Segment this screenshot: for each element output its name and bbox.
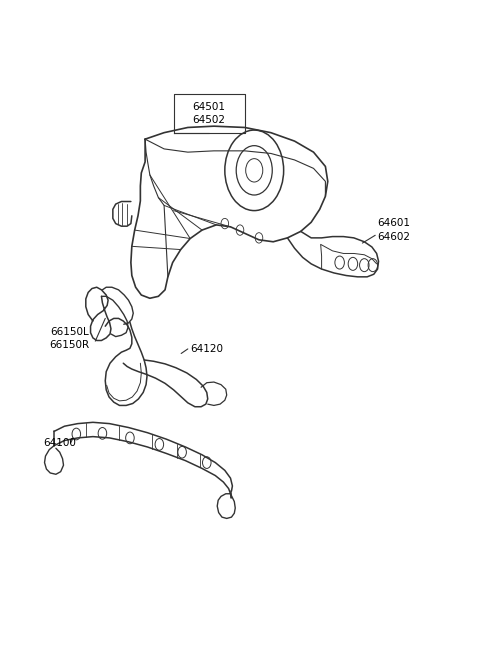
Text: 64601
64602: 64601 64602	[378, 219, 410, 242]
Text: 64501
64502: 64501 64502	[192, 102, 226, 125]
Text: 64100: 64100	[43, 438, 76, 448]
Text: 64120: 64120	[190, 344, 223, 354]
Text: 66150L
66150R: 66150L 66150R	[49, 327, 89, 350]
